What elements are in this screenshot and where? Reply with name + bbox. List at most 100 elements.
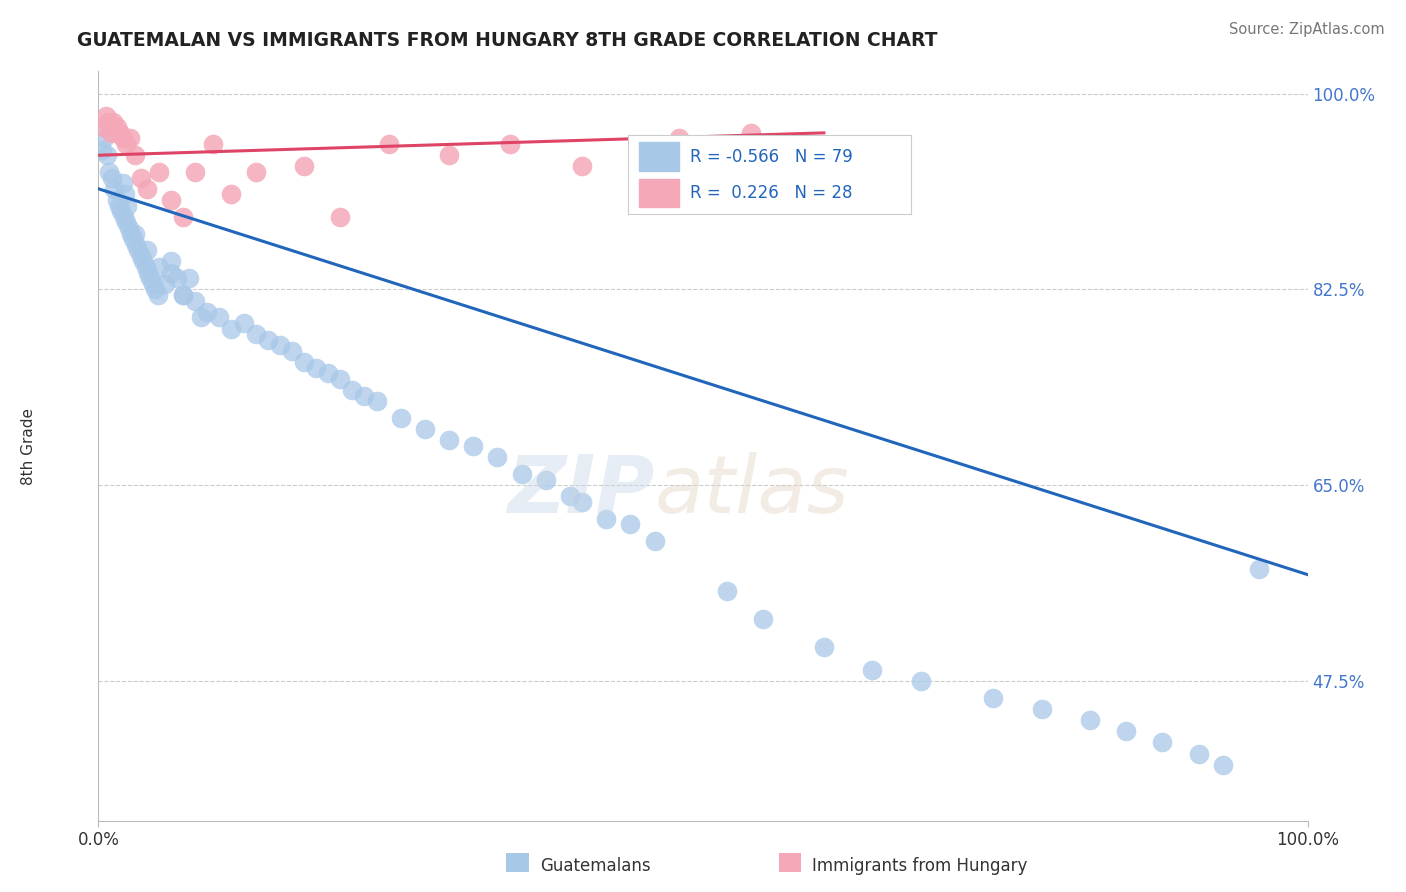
Point (94, 109, 117, 123)
Point (463, 439, 485, 453)
Point (1152, 735, 1174, 749)
Point (1115, 724, 1137, 739)
Point (120, 227, 142, 241)
Point (184, 293, 207, 308)
Text: R =  0.226   N = 28: R = 0.226 N = 28 (690, 184, 853, 202)
Point (129, 170, 152, 185)
Point (166, 271, 188, 285)
Point (716, 584, 738, 599)
Point (91, 143, 114, 157)
Point (910, 673, 932, 688)
Point (1031, 702, 1053, 716)
Point (534, 473, 557, 487)
Point (172, 210, 194, 224)
Point (486, 450, 509, 465)
Point (100, 170, 122, 185)
Point (329, 372, 352, 386)
Point (510, 467, 533, 481)
Point (136, 266, 159, 280)
Point (316, 367, 339, 381)
Point (413, 422, 436, 436)
Point (377, 136, 399, 151)
Point (135, 182, 157, 196)
Point (740, 126, 762, 140)
Point (135, 244, 157, 258)
Point (202, 136, 225, 151)
Point (1078, 713, 1101, 727)
Point (114, 187, 136, 202)
Point (124, 227, 146, 241)
Point (108, 198, 131, 212)
Point (112, 210, 135, 224)
Point (208, 310, 231, 325)
Point (118, 131, 141, 145)
Y-axis label: 8th Grade: 8th Grade (21, 408, 37, 484)
Point (221, 187, 243, 202)
Point (124, 148, 146, 162)
Point (595, 511, 617, 525)
Point (558, 489, 581, 503)
Point (190, 310, 212, 325)
Point (981, 690, 1004, 705)
Text: Guatemalans: Guatemalans (540, 857, 651, 875)
Point (115, 215, 138, 229)
Point (111, 131, 134, 145)
Point (1212, 757, 1234, 772)
Point (1188, 747, 1211, 761)
Point (96, 148, 118, 162)
Point (93, 131, 115, 145)
Point (195, 305, 218, 319)
Point (122, 232, 145, 246)
Point (668, 131, 690, 145)
Point (179, 271, 201, 285)
Point (111, 176, 134, 190)
Point (860, 663, 883, 677)
Point (117, 198, 139, 212)
Point (146, 288, 169, 302)
Point (118, 221, 141, 235)
Bar (640, 178, 679, 207)
Point (1249, 562, 1271, 576)
Point (498, 136, 520, 151)
Point (342, 383, 364, 397)
Point (153, 277, 176, 291)
Text: GUATEMALAN VS IMMIGRANTS FROM HUNGARY 8TH GRADE CORRELATION CHART: GUATEMALAN VS IMMIGRANTS FROM HUNGARY 8T… (77, 31, 938, 50)
Point (132, 254, 155, 268)
Point (353, 389, 375, 403)
Point (160, 266, 183, 280)
Point (245, 165, 267, 179)
Point (103, 182, 125, 196)
Text: R = -0.566   N = 79: R = -0.566 N = 79 (690, 148, 853, 166)
Point (221, 321, 243, 335)
Text: Source: ZipAtlas.com: Source: ZipAtlas.com (1229, 22, 1385, 37)
Point (127, 244, 149, 258)
Point (813, 640, 835, 655)
Point (129, 249, 152, 263)
Point (142, 277, 165, 291)
Point (105, 120, 128, 135)
Bar (640, 143, 679, 171)
Point (139, 271, 162, 285)
Point (571, 495, 593, 509)
Point (148, 165, 170, 179)
Point (98, 165, 121, 179)
Point (281, 343, 304, 358)
Point (366, 394, 388, 409)
Point (245, 327, 267, 342)
Point (101, 114, 124, 128)
Point (125, 237, 148, 252)
Text: ZIP: ZIP (508, 452, 655, 530)
Point (184, 165, 207, 179)
Point (160, 193, 183, 207)
Text: atlas: atlas (655, 452, 849, 530)
Point (105, 193, 128, 207)
Point (232, 316, 254, 330)
Point (115, 136, 138, 151)
Point (256, 333, 278, 347)
Point (619, 517, 641, 532)
Point (269, 338, 291, 352)
Point (292, 355, 315, 369)
Point (148, 260, 170, 274)
Point (110, 204, 132, 219)
Point (571, 160, 593, 174)
